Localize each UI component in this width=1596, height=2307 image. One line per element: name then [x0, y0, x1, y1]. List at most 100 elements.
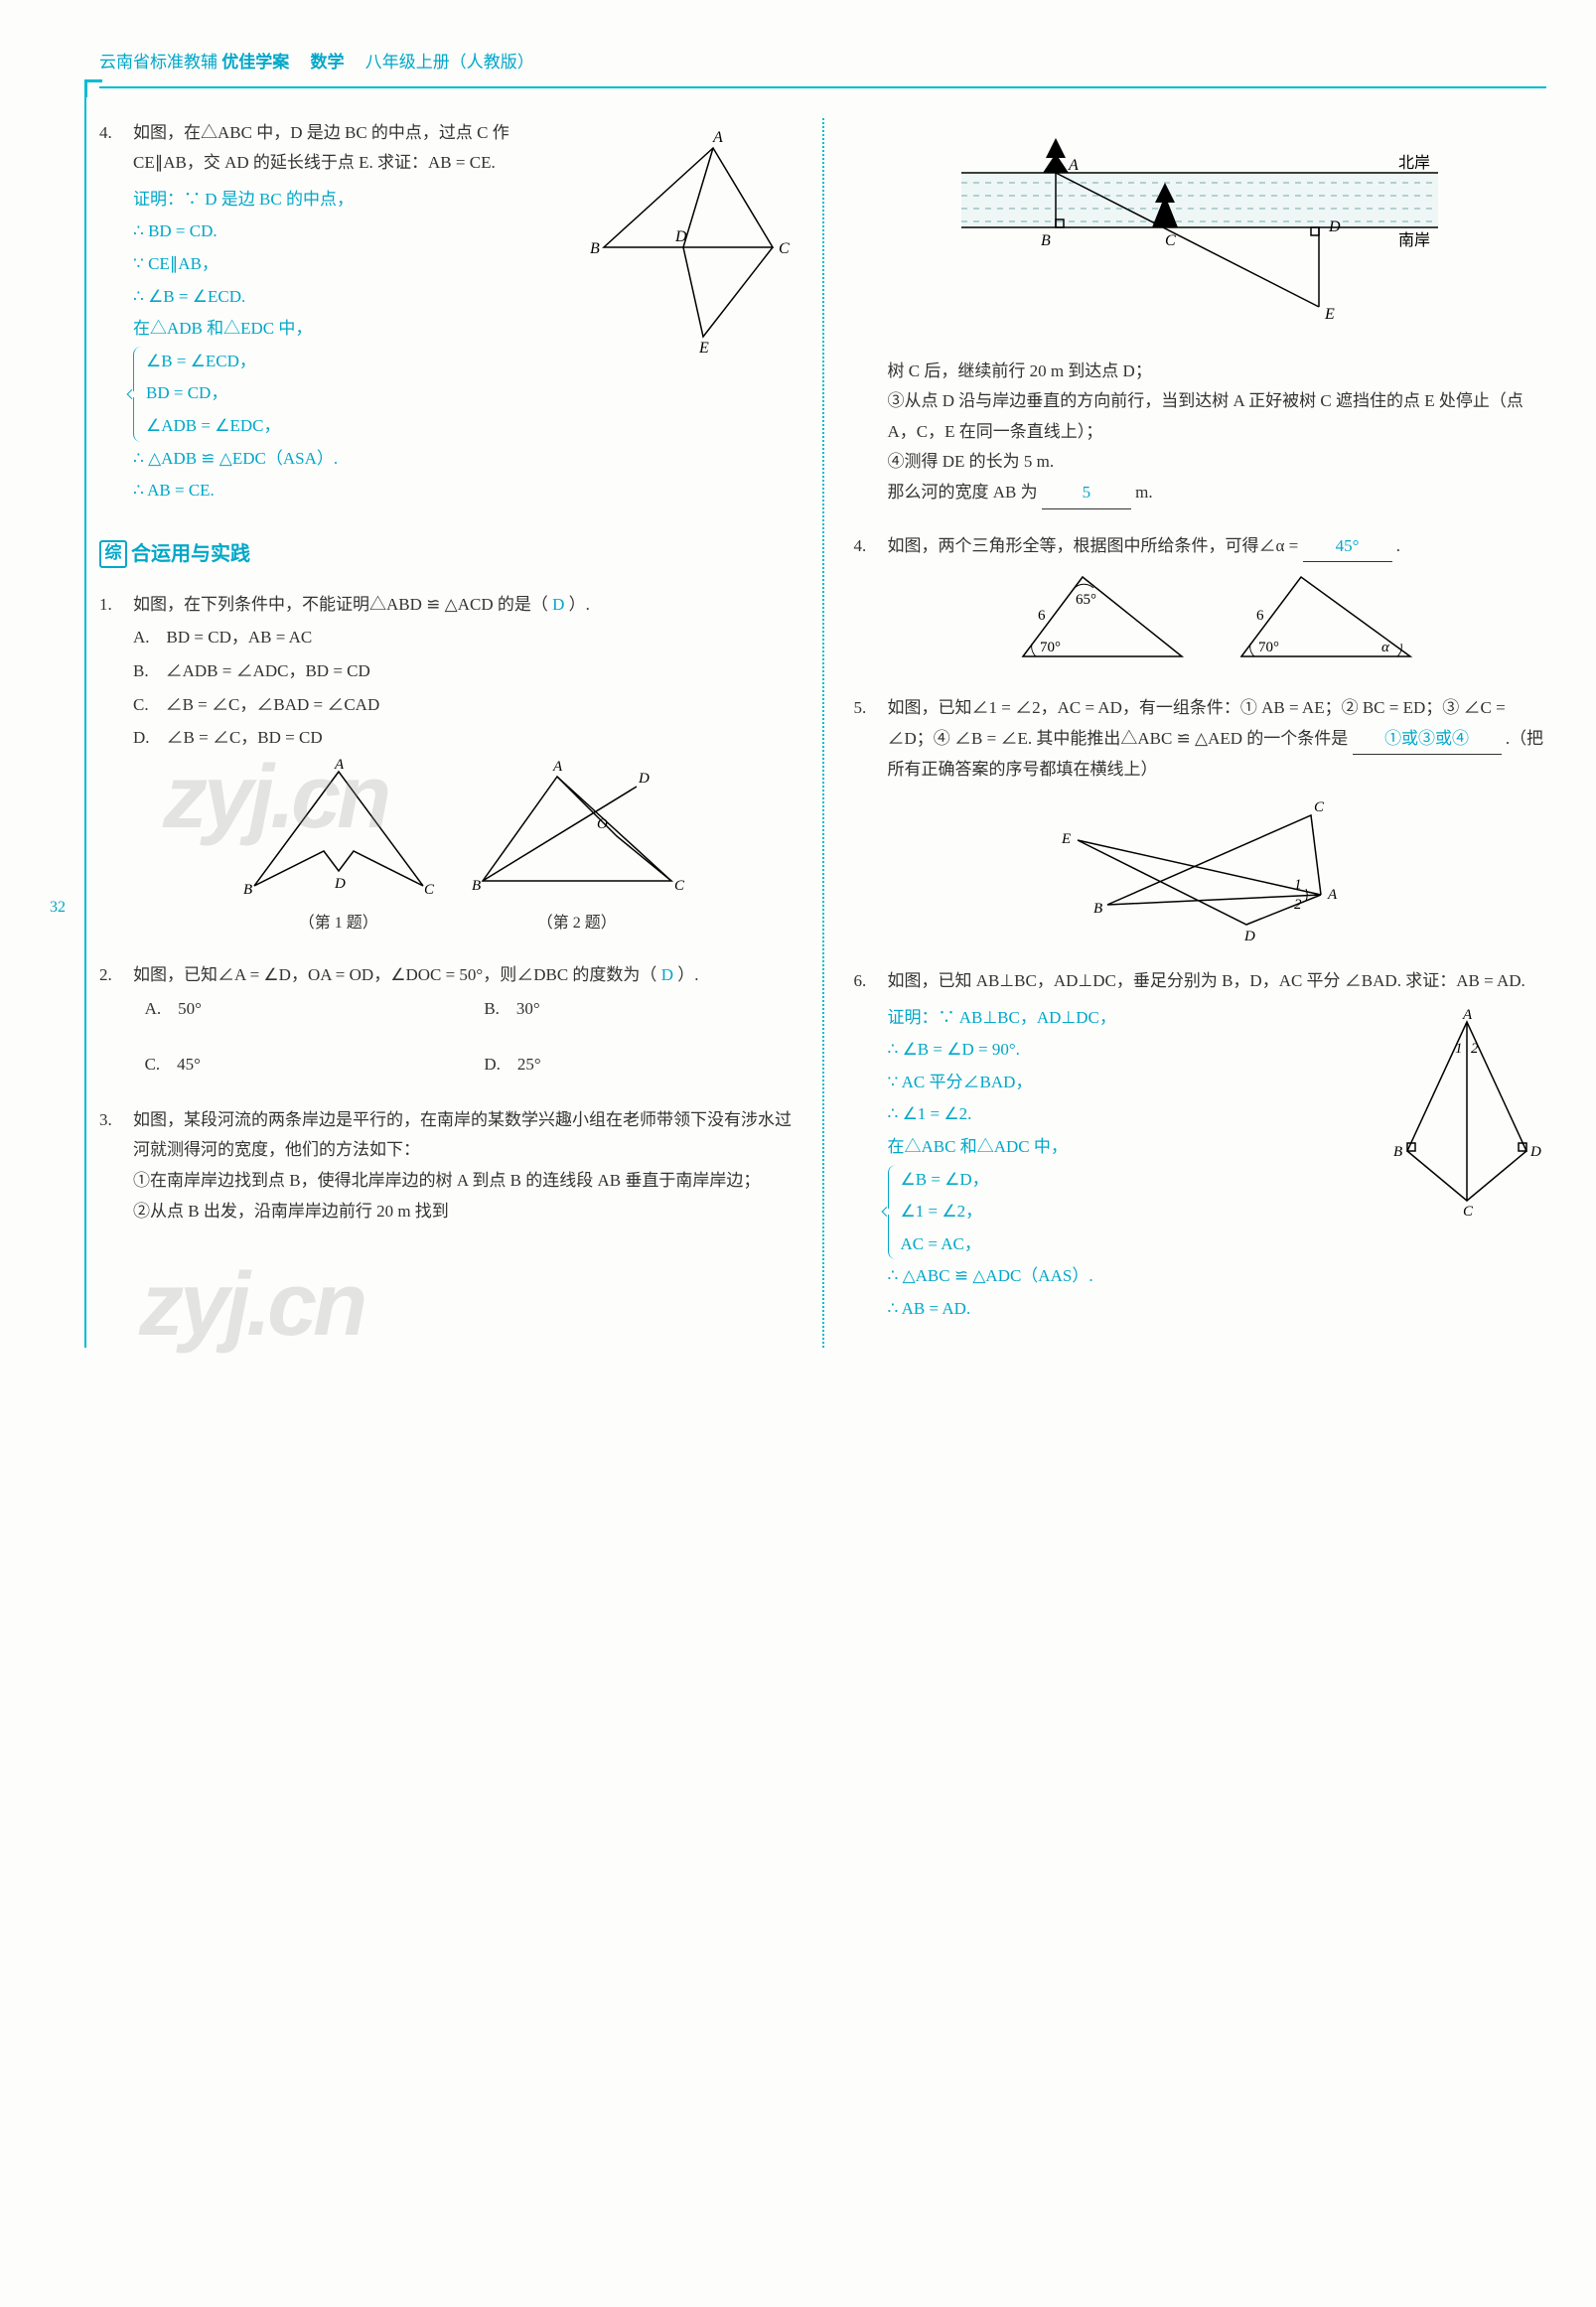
svg-text:70°: 70° — [1040, 640, 1061, 655]
svg-text:D: D — [1529, 1144, 1541, 1160]
proof-line: 在△ABC 和△ADC 中， — [888, 1132, 1377, 1163]
svg-text:E: E — [1061, 831, 1071, 847]
problem-5: 5. 如图，已知∠1 = ∠2，AC = AD，有一组条件：① AB = AE；… — [854, 693, 1547, 944]
label-C: C — [779, 240, 790, 257]
fig2-caption: （第 2 题） — [468, 910, 686, 938]
answer-blank: 5 — [1042, 478, 1131, 509]
page-number: 32 — [50, 894, 66, 923]
cont-line: 树 C 后，继续前行 20 m 到达点 D； — [854, 357, 1547, 387]
brace-line: ∠1 = ∠2， — [901, 1197, 1377, 1227]
proof-block: 证明：∵ D 是边 BC 的中点， ∴ BD = CD. ∵ CE∥AB， ∴ … — [133, 185, 574, 506]
brace-line: AC = AC， — [901, 1229, 1377, 1260]
problem-text-end: ）. — [677, 965, 698, 984]
choice-A: A. 50° — [145, 994, 442, 1025]
answer-blank: 45° — [1303, 531, 1392, 563]
problem-text: 如图，已知∠A = ∠D，OA = OD，∠DOC = 50°，则∠DBC 的度… — [133, 965, 656, 984]
choice-A: A. BD = CD，AB = AC — [133, 623, 793, 653]
proof-line: ∴ BD = CD. — [133, 216, 574, 247]
svg-text:B: B — [472, 878, 481, 894]
brace-line: ∠B = ∠ECD， — [146, 347, 574, 377]
svg-text:C: C — [424, 882, 435, 896]
answer: D — [661, 965, 673, 984]
svg-text:B: B — [1041, 232, 1051, 249]
section-title-text: 合运用与实践 — [131, 536, 250, 572]
proof-line: ∵ D 是边 BC 的中点， — [184, 190, 354, 209]
problem-4: 4. 如图，两个三角形全等，根据图中所给条件，可得∠α = 45° . 6 65… — [854, 531, 1547, 672]
problem-number: 5. — [854, 693, 867, 724]
problem-text: 如图，两个三角形全等，根据图中所给条件，可得∠α = — [888, 536, 1299, 555]
header-series: 优佳学案 — [221, 53, 289, 72]
svg-text:A: A — [1327, 887, 1338, 903]
brace-line: ∠ADB = ∠EDC， — [146, 411, 574, 442]
problem-number: 2. — [99, 960, 112, 991]
label-E: E — [698, 340, 709, 357]
svg-text:65°: 65° — [1076, 592, 1096, 608]
svg-text:C: C — [1463, 1204, 1474, 1216]
period: . — [1396, 536, 1400, 555]
answer-blank: ①或③或④ — [1353, 724, 1502, 756]
brace-line: BD = CD， — [146, 378, 574, 409]
brace-line: ∠B = ∠D， — [901, 1165, 1377, 1196]
proof-line: ∴ △ADB ≌ △EDC（ASA）. — [133, 444, 574, 475]
choices: A. 50° B. 30° C. 45° D. 25° — [133, 991, 793, 1083]
proof-line: ∵ AB⊥BC，AD⊥DC， — [939, 1008, 1116, 1027]
choice-B: B. 30° — [484, 994, 781, 1025]
choice-C: C. 45° — [145, 1050, 442, 1081]
problem-text: 如图，某段河流的两条岸边是平行的，在南岸的某数学兴趣小组在老师带领下没有涉水过河… — [133, 1110, 792, 1160]
svg-text:α: α — [1381, 640, 1390, 655]
svg-text:B: B — [1093, 901, 1102, 917]
proof-line: ∵ CE∥AB， — [133, 249, 574, 280]
problem-1: 1. 如图，在下列条件中，不能证明△ABD ≌ △ACD 的是（ D ）. A.… — [99, 590, 793, 938]
right-column: A B C D E 北岸 南岸 树 C 后，继续前行 20 m 到达点 D； ③… — [854, 118, 1547, 1349]
svg-text:6: 6 — [1038, 608, 1046, 624]
figure-p4-triangle: A B C D E — [584, 128, 793, 499]
problem-text: 如图，已知 AB⊥BC，AD⊥DC，垂足分别为 B，D，AC 平分 ∠BAD. … — [888, 971, 1525, 990]
svg-text:D: D — [638, 771, 650, 787]
label-D: D — [674, 228, 687, 245]
svg-text:1: 1 — [1294, 877, 1302, 893]
svg-text:A: A — [1068, 157, 1079, 174]
choice-D: D. 25° — [484, 1050, 781, 1081]
problem-4-top: 4. 如图，在△ABC 中，D 是边 BC 的中点，过点 C 作 CE∥AB，交… — [99, 118, 793, 508]
problem-3-cont: 树 C 后，继续前行 20 m 到达点 D； ③从点 D 沿与岸边垂直的方向前行… — [854, 357, 1547, 509]
proof-line: 在△ADB 和△EDC 中， — [133, 314, 574, 345]
header-grade: 八年级上册（人教版） — [365, 53, 534, 72]
figure-river: A B C D E 北岸 南岸 — [854, 128, 1547, 347]
proof-label: 证明： — [133, 190, 184, 209]
problem-2: 2. 如图，已知∠A = ∠D，OA = OD，∠DOC = 50°，则∠DBC… — [99, 960, 793, 1083]
brace-system: ∠B = ∠ECD， BD = CD， ∠ADB = ∠EDC， — [133, 347, 574, 442]
problem-number: 4. — [854, 531, 867, 562]
problem-text: 如图，在下列条件中，不能证明△ABD ≌ △ACD 的是（ — [133, 595, 548, 614]
problem-number: 6. — [854, 966, 867, 997]
label-A: A — [712, 129, 723, 146]
page-header: 云南省标准教辅 优佳学案 数学 八年级上册（人教版） — [99, 40, 1546, 88]
svg-text:6: 6 — [1256, 608, 1264, 624]
proof-line: ∴ △ABC ≌ △ADC（AAS）. — [888, 1261, 1377, 1292]
svg-text:南岸: 南岸 — [1398, 231, 1430, 249]
svg-text:C: C — [1314, 799, 1325, 815]
choices: A. BD = CD，AB = AC B. ∠ADB = ∠ADC，BD = C… — [133, 623, 793, 753]
proof-line: ∴ ∠B = ∠D = 90°. — [888, 1035, 1377, 1066]
svg-text:A: A — [334, 757, 345, 773]
item-1: ①在南岸岸边找到点 B，使得北岸岸边的树 A 到点 B 的连线段 AB 垂直于南… — [133, 1166, 793, 1197]
svg-text:O: O — [597, 816, 608, 832]
problem-6: 6. 如图，已知 AB⊥BC，AD⊥DC，垂足分别为 B，D，AC 平分 ∠BA… — [854, 966, 1547, 1327]
proof-line: ∵ AC 平分∠BAD， — [888, 1068, 1377, 1098]
item-2: ②从点 B 出发，沿南岸岸边前行 20 m 找到 — [133, 1197, 793, 1227]
problem-number: 3. — [99, 1105, 112, 1136]
proof-line: ∴ AB = CE. — [133, 476, 574, 506]
problem-text-end: ）. — [569, 595, 590, 614]
section-header: 综 合运用与实践 — [99, 536, 793, 572]
column-divider — [822, 118, 824, 1349]
section-badge: 综 — [99, 540, 127, 568]
header-subject: 数学 — [311, 53, 345, 72]
figure-p1: A B C D — [239, 757, 438, 896]
svg-text:2: 2 — [1294, 897, 1302, 913]
svg-text:D: D — [1328, 218, 1341, 235]
problem-number: 4. — [99, 118, 112, 149]
choice-B: B. ∠ADB = ∠ADC，BD = CD — [133, 656, 793, 687]
svg-text:D: D — [334, 876, 346, 892]
problem-3: 3. 如图，某段河流的两条岸边是平行的，在南岸的某数学兴趣小组在老师带领下没有涉… — [99, 1105, 793, 1226]
figure-p6: A B C D 1 2 — [1387, 1007, 1546, 1317]
svg-text:北岸: 北岸 — [1398, 154, 1430, 172]
